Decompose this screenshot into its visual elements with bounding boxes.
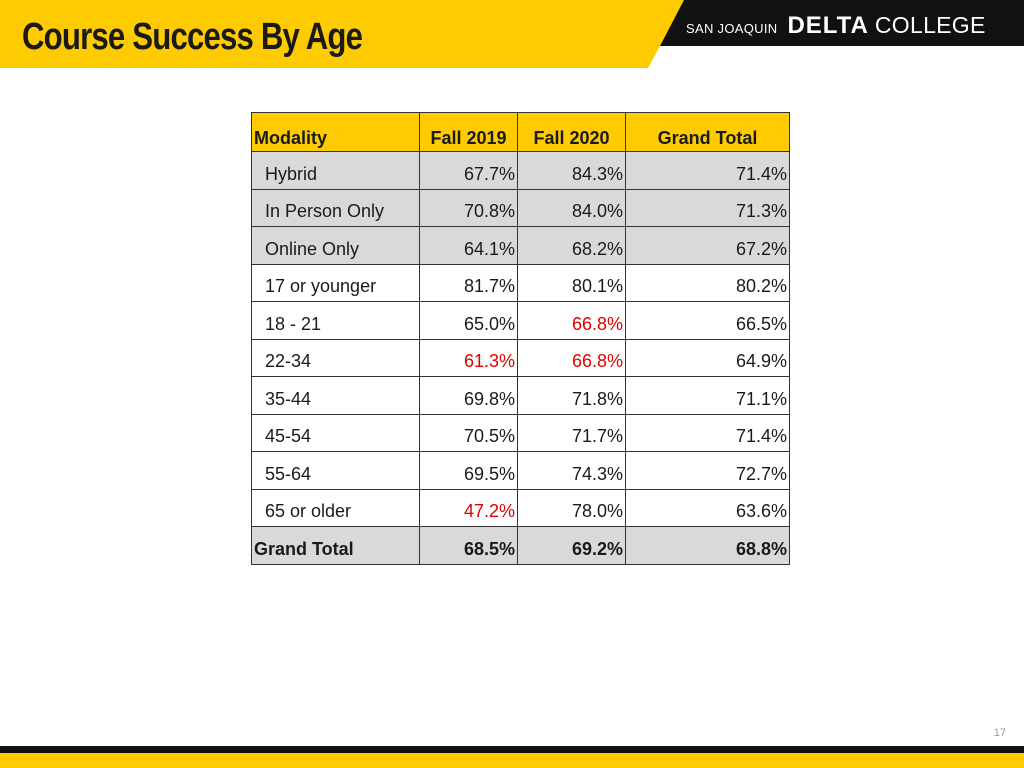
table-header-row: Modality Fall 2019 Fall 2020 Grand Total (251, 112, 790, 152)
grand-total-value: 64.9% (625, 339, 790, 377)
table-row: 65 or older 47.2% 78.0% 63.6% (251, 489, 790, 527)
row-label: 35-44 (251, 376, 420, 415)
column-header-modality: Modality (251, 112, 420, 152)
table-row: 18 - 21 65.0% 66.8% 66.5% (251, 301, 790, 340)
fall-2019-value: 64.1% (419, 226, 518, 265)
fall-2019-total: 68.5% (419, 526, 518, 565)
grand-total-value: 72.7% (625, 451, 790, 490)
row-label: 55-64 (251, 451, 420, 490)
column-header-fall-2019: Fall 2019 (419, 112, 518, 152)
table-row: In Person Only 70.8% 84.0% 71.3% (251, 189, 790, 227)
table-row: Online Only 64.1% 68.2% 67.2% (251, 226, 790, 265)
fall-2019-value: 65.0% (419, 301, 518, 340)
fall-2020-total: 69.2% (517, 526, 626, 565)
college-logo: SAN JOAQUIN DELTA COLLEGE (686, 12, 986, 42)
grand-total-value: 71.4% (625, 414, 790, 452)
header-dark-tab (660, 0, 1024, 46)
table-row: Hybrid 67.7% 84.3% 71.4% (251, 151, 790, 190)
overall-total: 68.8% (625, 526, 790, 565)
fall-2019-value: 70.5% (419, 414, 518, 452)
table-row: 17 or younger 81.7% 80.1% 80.2% (251, 264, 790, 302)
row-label: 65 or older (251, 489, 420, 527)
footer-gold-stripe (0, 753, 1024, 768)
grand-total-value: 71.1% (625, 376, 790, 415)
fall-2019-value: 69.5% (419, 451, 518, 490)
row-label: Hybrid (251, 151, 420, 190)
header-white-notch (648, 46, 1024, 68)
slide-title: Course Success By Age (22, 16, 363, 58)
grand-total-value: 71.4% (625, 151, 790, 190)
table-row: 45-54 70.5% 71.7% 71.4% (251, 414, 790, 452)
header-bar (0, 0, 1024, 68)
row-label: 22-34 (251, 339, 420, 377)
fall-2019-value: 70.8% (419, 189, 518, 227)
fall-2020-value: 80.1% (517, 264, 626, 302)
course-success-table: Modality Fall 2019 Fall 2020 Grand Total… (251, 112, 790, 565)
fall-2020-value: 68.2% (517, 226, 626, 265)
table-row: 35-44 69.8% 71.8% 71.1% (251, 376, 790, 415)
row-label: Online Only (251, 226, 420, 265)
grand-total-value: 71.3% (625, 189, 790, 227)
grand-total-value: 66.5% (625, 301, 790, 340)
fall-2019-value: 47.2% (419, 489, 518, 527)
fall-2020-value: 71.7% (517, 414, 626, 452)
header-background (0, 0, 1024, 68)
logo-prefix: SAN JOAQUIN (686, 21, 778, 36)
footer-bar (0, 746, 1024, 768)
row-label: 17 or younger (251, 264, 420, 302)
table-row: 22-34 61.3% 66.8% 64.9% (251, 339, 790, 377)
grand-total-row: Grand Total 68.5% 69.2% 68.8% (251, 526, 790, 565)
row-label: 45-54 (251, 414, 420, 452)
fall-2019-value: 61.3% (419, 339, 518, 377)
row-label: In Person Only (251, 189, 420, 227)
fall-2020-value: 66.8% (517, 301, 626, 340)
fall-2020-value: 84.3% (517, 151, 626, 190)
row-label: 18 - 21 (251, 301, 420, 340)
grand-total-value: 80.2% (625, 264, 790, 302)
fall-2020-value: 84.0% (517, 189, 626, 227)
fall-2020-value: 74.3% (517, 451, 626, 490)
fall-2019-value: 69.8% (419, 376, 518, 415)
fall-2019-value: 67.7% (419, 151, 518, 190)
fall-2020-value: 71.8% (517, 376, 626, 415)
logo-main: DELTA (787, 12, 869, 39)
column-header-fall-2020: Fall 2020 (517, 112, 626, 152)
column-header-grand-total: Grand Total (625, 112, 790, 152)
page-number: 17 (993, 727, 1006, 739)
table-row: 55-64 69.5% 74.3% 72.7% (251, 451, 790, 490)
grand-total-value: 63.6% (625, 489, 790, 527)
fall-2019-value: 81.7% (419, 264, 518, 302)
fall-2020-value: 78.0% (517, 489, 626, 527)
fall-2020-value: 66.8% (517, 339, 626, 377)
grand-total-value: 67.2% (625, 226, 790, 265)
logo-suffix: COLLEGE (874, 12, 986, 38)
grand-total-label: Grand Total (251, 526, 420, 565)
footer-dark-stripe (0, 746, 1024, 753)
